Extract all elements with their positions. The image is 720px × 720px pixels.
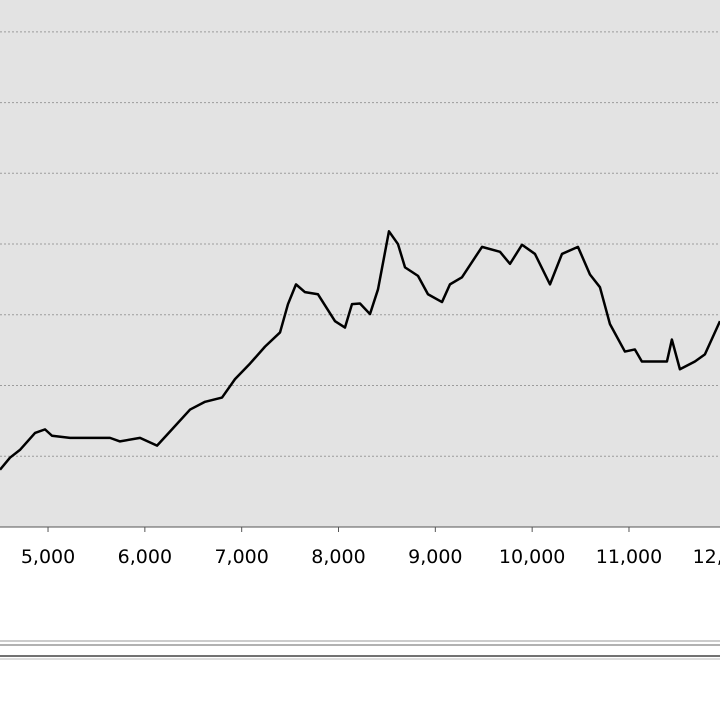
x-tick-label: 11,000: [596, 546, 662, 568]
x-tick-label: 7,000: [214, 546, 268, 568]
x-tick-label: 6,000: [118, 546, 172, 568]
x-tick-label: 10,000: [499, 546, 565, 568]
x-tick-label: 8,000: [311, 546, 365, 568]
x-tick-label: 12,000: [693, 546, 720, 568]
x-tick-label: 9,000: [408, 546, 462, 568]
plot-area: [0, 0, 720, 527]
x-tick-label: 5,000: [21, 546, 75, 568]
line-series: [0, 230, 720, 471]
